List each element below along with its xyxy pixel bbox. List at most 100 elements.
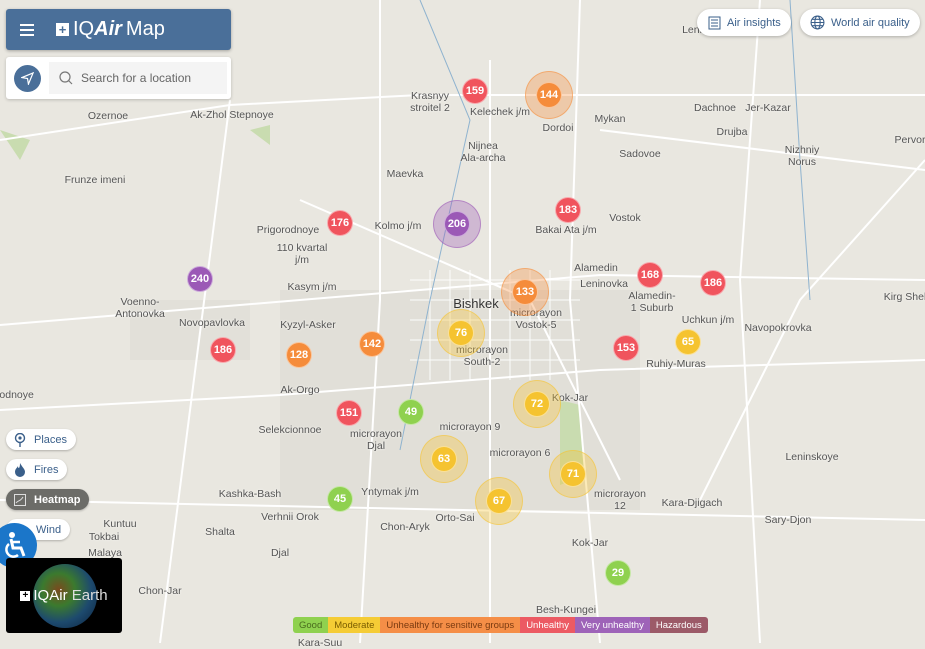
place-label: Verhnii Orok xyxy=(261,511,319,523)
place-label: Ruhiy-Muras xyxy=(646,358,706,370)
aqi-station-marker[interactable]: 71 xyxy=(549,450,597,498)
place-label: Kok-Jar xyxy=(571,537,609,549)
place-label: Uchkun j/m xyxy=(681,314,735,326)
aqi-value: 72 xyxy=(524,391,550,417)
aqi-station-marker[interactable]: 153 xyxy=(613,335,639,361)
place-label: Nijnea Ala-archa xyxy=(460,140,506,164)
legend-hazardous: Hazardous xyxy=(649,617,708,633)
earth-globe-image xyxy=(33,564,97,628)
place-label: Krasnyy stroitel 2 xyxy=(410,90,450,114)
aqi-value: 186 xyxy=(210,337,236,363)
place-label: Ak-Orgo xyxy=(280,384,320,396)
iqair-earth-widget[interactable]: + IQAir Earth xyxy=(6,558,122,633)
place-label: Navopokrovka xyxy=(744,322,812,334)
aqi-value: 49 xyxy=(398,399,424,425)
aqi-value: 29 xyxy=(605,560,631,586)
place-label: Alamedin- 1 Suburb xyxy=(628,290,676,314)
search-input[interactable]: Search for a location xyxy=(49,62,227,94)
place-label: Nizhniy Norus xyxy=(784,144,820,168)
place-label: Sadovoe xyxy=(619,148,661,160)
header-panel: + IQ Air Map xyxy=(6,9,231,50)
place-label: Kasym j/m xyxy=(287,281,337,293)
aqi-station-marker[interactable]: 45 xyxy=(327,486,353,512)
place-label: Kolmo j/m xyxy=(374,220,422,232)
aqi-station-marker[interactable]: 240 xyxy=(187,266,213,292)
aqi-value: 65 xyxy=(675,329,701,355)
heatmap-toggle[interactable]: Heatmap xyxy=(6,489,90,510)
world-air-quality-button[interactable]: World air quality xyxy=(800,9,920,36)
place-label: Novopavlovka xyxy=(179,317,245,329)
aqi-value: 168 xyxy=(637,262,663,288)
aqi-value: 133 xyxy=(512,279,538,305)
plus-icon: + xyxy=(56,23,69,36)
aqi-station-marker[interactable]: 159 xyxy=(462,78,488,104)
aqi-station-marker[interactable]: 206 xyxy=(433,200,481,248)
list-document-icon xyxy=(708,16,721,29)
place-label: Maevka xyxy=(386,168,424,180)
place-label: Tokbai xyxy=(88,531,120,543)
place-label: Dachnoe xyxy=(693,102,737,114)
place-label: Pervor xyxy=(894,134,925,146)
aqi-value: 183 xyxy=(555,197,581,223)
legend-good: Good xyxy=(293,617,329,633)
place-label: Jer-Kazar xyxy=(745,102,791,114)
place-label: Leninovka xyxy=(580,278,628,290)
place-label: Kuntuu xyxy=(103,518,137,530)
aqi-value: 151 xyxy=(336,400,362,426)
place-label: Shalta xyxy=(205,526,235,538)
fires-toggle[interactable]: Fires xyxy=(6,459,68,480)
search-panel: Search for a location xyxy=(6,57,231,99)
aqi-station-marker[interactable]: 76 xyxy=(437,309,485,357)
place-label: Kirg Shel xyxy=(883,291,925,303)
aqi-station-marker[interactable]: 144 xyxy=(525,71,573,119)
aqi-station-marker[interactable]: 186 xyxy=(210,337,236,363)
aqi-value: 67 xyxy=(486,488,512,514)
aqi-station-marker[interactable]: 142 xyxy=(359,331,385,357)
aqi-station-marker[interactable]: 67 xyxy=(475,477,523,525)
aqi-value: 63 xyxy=(431,446,457,472)
place-label: Bakai Ata j/m xyxy=(535,224,597,236)
aqi-value: 206 xyxy=(444,211,470,237)
aqi-value: 186 xyxy=(700,270,726,296)
aqi-station-marker[interactable]: 65 xyxy=(675,329,701,355)
aqi-station-marker[interactable]: 128 xyxy=(286,342,312,368)
plus-icon: + xyxy=(20,590,31,601)
aqi-value: 71 xyxy=(560,461,586,487)
aqi-station-marker[interactable]: 151 xyxy=(336,400,362,426)
place-label: Chon-Aryk xyxy=(380,521,430,533)
place-label: Besh-Kungei xyxy=(535,604,597,616)
aqi-station-marker[interactable]: 72 xyxy=(513,380,561,428)
aqi-value: 159 xyxy=(462,78,488,104)
place-label: microrayon 9 xyxy=(439,421,501,433)
place-label: Alamedin xyxy=(574,262,618,274)
place-label: Sary-Djon xyxy=(764,514,812,526)
navigation-arrow-icon[interactable] xyxy=(14,64,41,92)
places-toggle[interactable]: Places xyxy=(6,429,77,450)
aqi-station-marker[interactable]: 49 xyxy=(398,399,424,425)
aqi-value: 144 xyxy=(536,82,562,108)
aqi-station-marker[interactable]: 133 xyxy=(501,268,549,316)
aqi-station-marker[interactable]: 29 xyxy=(605,560,631,586)
globe-icon xyxy=(810,15,825,30)
hamburger-icon[interactable] xyxy=(20,21,34,39)
legend-very-unhealthy: Very unhealthy xyxy=(574,617,650,633)
place-label: Djal xyxy=(270,547,290,559)
place-label: Leninskoye xyxy=(785,451,839,463)
aqi-station-marker[interactable]: 176 xyxy=(327,210,353,236)
aqi-station-marker[interactable]: 63 xyxy=(420,435,468,483)
aqi-value: 153 xyxy=(613,335,639,361)
aqi-station-marker[interactable]: 183 xyxy=(555,197,581,223)
aqi-station-marker[interactable]: 168 xyxy=(637,262,663,288)
aqi-value: 128 xyxy=(286,342,312,368)
iqair-map-logo[interactable]: + IQ Air Map xyxy=(56,18,165,41)
air-insights-button[interactable]: Air insights xyxy=(697,9,791,36)
aqi-station-marker[interactable]: 186 xyxy=(700,270,726,296)
legend-usg: Unhealthy for sensitive groups xyxy=(380,617,521,633)
place-label: Yntymak j/m xyxy=(361,486,419,498)
aqi-value: 176 xyxy=(327,210,353,236)
place-label: Kyzyl-Asker xyxy=(280,319,336,331)
wheelchair-icon xyxy=(4,531,25,558)
place-label: Ak-Zhol Stepnoye xyxy=(190,109,274,121)
place-label: Mykan xyxy=(594,113,626,125)
